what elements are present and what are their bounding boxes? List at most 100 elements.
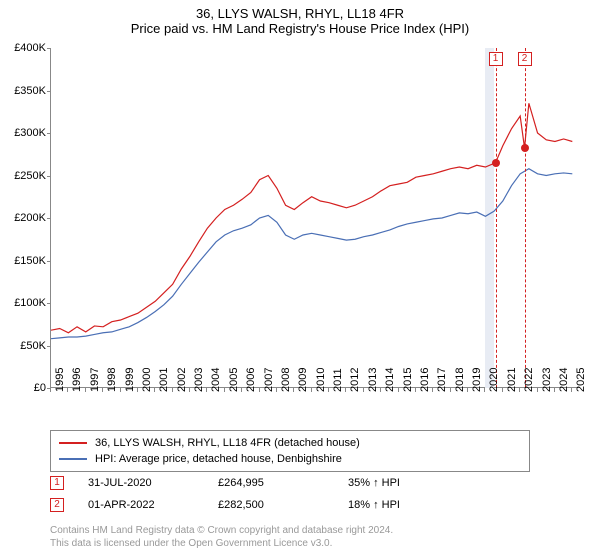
x-axis-tick-label: 2010 (315, 368, 327, 392)
y-axis-tick-label: £150K (14, 255, 46, 267)
y-axis-tick-mark (47, 48, 51, 49)
x-axis-tick-mark (85, 388, 86, 392)
x-axis-tick-mark (137, 388, 138, 392)
x-axis-tick-label: 2007 (263, 368, 275, 392)
x-axis-tick-mark (484, 388, 485, 392)
y-axis-tick-label: £400K (14, 42, 46, 54)
x-axis-tick-mark (519, 388, 520, 392)
x-axis-tick-mark (50, 388, 51, 392)
marker-badge-1: 1 (50, 476, 64, 490)
x-axis-tick-label: 2002 (176, 368, 188, 392)
x-axis-tick-mark (363, 388, 364, 392)
event-marker-box: 2 (518, 52, 532, 66)
x-axis-tick-mark (276, 388, 277, 392)
y-axis-tick-label: £100K (14, 297, 46, 309)
sale-pct-1: 35% ↑ HPI (348, 477, 478, 489)
x-axis-tick-label: 2009 (297, 368, 309, 392)
x-axis-tick-mark (571, 388, 572, 392)
x-axis-tick-label: 2014 (384, 368, 396, 392)
x-axis-tick-label: 2017 (436, 368, 448, 392)
x-axis-tick-mark (467, 388, 468, 392)
x-axis-tick-label: 1996 (71, 368, 83, 392)
x-axis-tick-label: 2000 (141, 368, 153, 392)
sale-price-1: £264,995 (218, 477, 348, 489)
legend-swatch-property (59, 442, 87, 444)
y-axis-tick-mark (47, 218, 51, 219)
x-axis-tick-label: 2021 (506, 368, 518, 392)
y-axis-tick-label: £200K (14, 212, 46, 224)
event-marker-box: 1 (489, 52, 503, 66)
x-axis-tick-mark (450, 388, 451, 392)
x-axis-tick-label: 2001 (158, 368, 170, 392)
x-axis-tick-mark (415, 388, 416, 392)
x-axis-tick-label: 2023 (541, 368, 553, 392)
x-axis-tick-mark (102, 388, 103, 392)
x-axis-tick-mark (206, 388, 207, 392)
x-axis-tick-mark (67, 388, 68, 392)
event-vline (496, 48, 497, 388)
x-axis-tick-mark (328, 388, 329, 392)
x-axis-tick-label: 2012 (349, 368, 361, 392)
x-axis-tick-mark (432, 388, 433, 392)
y-axis-tick-mark (47, 133, 51, 134)
x-axis-tick-label: 2018 (454, 368, 466, 392)
x-axis-tick-label: 2015 (402, 368, 414, 392)
series-line-property (51, 103, 572, 333)
y-axis-tick-label: £50K (20, 340, 46, 352)
x-axis-tick-label: 2019 (471, 368, 483, 392)
x-axis-tick-label: 2025 (575, 368, 587, 392)
x-axis-tick-mark (241, 388, 242, 392)
marker-badge-2: 2 (50, 498, 64, 512)
x-axis-tick-mark (293, 388, 294, 392)
legend-label-property: 36, LLYS WALSH, RHYL, LL18 4FR (detached… (95, 437, 360, 449)
plot-region: 12 (50, 48, 580, 388)
data-row-1: 1 31-JUL-2020 £264,995 35% ↑ HPI (50, 472, 478, 494)
sale-point-dot (521, 144, 529, 152)
chart-container: 36, LLYS WALSH, RHYL, LL18 4FR Price pai… (0, 0, 600, 560)
event-vline (525, 48, 526, 388)
sale-date-2: 01-APR-2022 (88, 499, 218, 511)
sale-point-dot (492, 159, 500, 167)
y-axis-tick-label: £300K (14, 127, 46, 139)
x-axis-tick-label: 2008 (280, 368, 292, 392)
x-axis-tick-label: 2005 (228, 368, 240, 392)
sale-date-1: 31-JUL-2020 (88, 477, 218, 489)
chart-title-subtitle: Price paid vs. HM Land Registry's House … (0, 21, 600, 36)
x-axis-tick-mark (398, 388, 399, 392)
x-axis-tick-mark (189, 388, 190, 392)
sale-pct-2: 18% ↑ HPI (348, 499, 478, 511)
x-axis-tick-label: 2013 (367, 368, 379, 392)
x-axis-tick-label: 2024 (558, 368, 570, 392)
x-axis-tick-mark (345, 388, 346, 392)
footer-block: 1 31-JUL-2020 £264,995 35% ↑ HPI 2 01-AP… (50, 472, 478, 550)
data-row-2: 2 01-APR-2022 £282,500 18% ↑ HPI (50, 494, 478, 516)
y-axis-tick-mark (47, 91, 51, 92)
x-axis-tick-mark (224, 388, 225, 392)
x-axis-tick-label: 2020 (488, 368, 500, 392)
y-axis-tick-mark (47, 261, 51, 262)
x-axis-tick-mark (537, 388, 538, 392)
x-axis-tick-mark (311, 388, 312, 392)
x-axis-tick-label: 1997 (89, 368, 101, 392)
attribution-line1: Contains HM Land Registry data © Crown c… (50, 524, 478, 537)
y-axis-tick-label: £250K (14, 170, 46, 182)
sale-price-2: £282,500 (218, 499, 348, 511)
legend-swatch-hpi (59, 458, 87, 460)
x-axis-tick-mark (380, 388, 381, 392)
x-axis-tick-label: 2006 (245, 368, 257, 392)
x-axis-tick-label: 2022 (523, 368, 535, 392)
x-axis-tick-label: 2003 (193, 368, 205, 392)
attribution-text: Contains HM Land Registry data © Crown c… (50, 524, 478, 550)
x-axis-tick-label: 2004 (210, 368, 222, 392)
legend-item-hpi: HPI: Average price, detached house, Denb… (59, 451, 521, 467)
y-axis-tick-mark (47, 303, 51, 304)
x-axis-tick-label: 1999 (124, 368, 136, 392)
x-axis-tick-mark (172, 388, 173, 392)
attribution-line2: This data is licensed under the Open Gov… (50, 537, 478, 550)
y-axis-tick-label: £350K (14, 85, 46, 97)
legend-label-hpi: HPI: Average price, detached house, Denb… (95, 453, 342, 465)
x-axis-tick-label: 1995 (54, 368, 66, 392)
x-axis-tick-label: 1998 (106, 368, 118, 392)
x-axis-tick-mark (154, 388, 155, 392)
y-axis-tick-mark (47, 346, 51, 347)
